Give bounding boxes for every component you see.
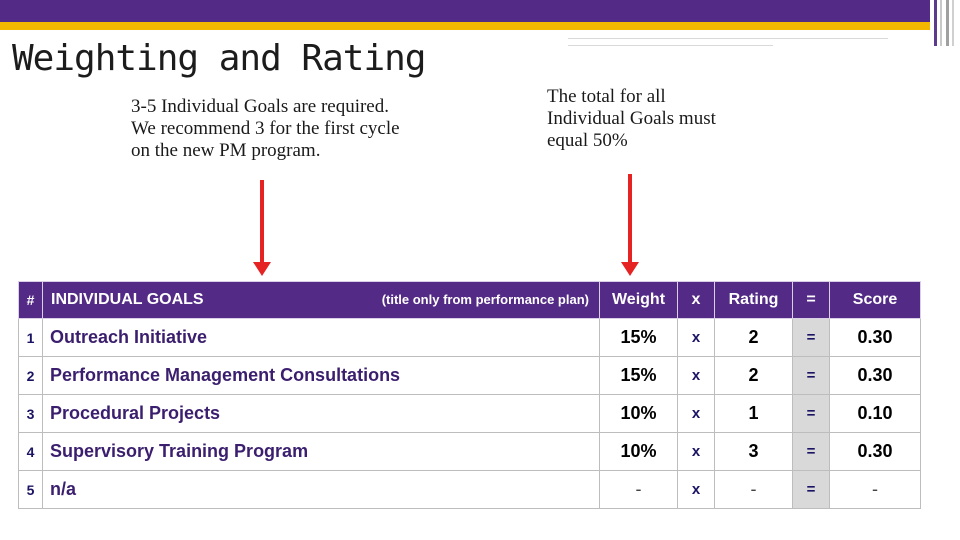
goal-title: Performance Management Consultations [42,356,600,395]
arrow-to-goals-column [260,180,264,264]
goal-rating: - [714,470,793,509]
goal-weight: - [599,470,678,509]
header-score: Score [829,281,921,319]
decorative-rule [568,45,773,46]
header-individual-goals: INDIVIDUAL GOALS (title only from perfor… [42,281,600,319]
goal-rating: 2 [714,318,793,357]
goal-rating: 2 [714,356,793,395]
equals-sign: = [792,432,830,471]
arrow-to-weight-column [628,174,632,264]
header-goals-subtitle: (title only from performance plan) [381,292,589,307]
multiply-sign: x [677,318,715,357]
equals-sign: = [792,318,830,357]
goal-score: 0.30 [829,356,921,395]
goal-score: 0.30 [829,432,921,471]
equals-sign: = [792,470,830,509]
table-row: 1 Outreach Initiative 15% x 2 = 0.30 [18,318,921,357]
equals-sign: = [792,356,830,395]
goal-score: - [829,470,921,509]
individual-goals-table: # INDIVIDUAL GOALS (title only from perf… [18,281,921,509]
table-row: 5 n/a - x - = - [18,470,921,509]
row-number: 3 [18,394,43,433]
header-number: # [18,281,43,319]
header-multiply: x [677,281,715,319]
table-row: 3 Procedural Projects 10% x 1 = 0.10 [18,394,921,433]
row-number: 2 [18,356,43,395]
goal-weight: 15% [599,318,678,357]
header-equals: = [792,281,830,319]
header-stripes-decoration [930,0,960,46]
note-weight-total: The total for all Individual Goals must … [547,86,716,151]
header-purple-bar [0,0,930,22]
row-number: 1 [18,318,43,357]
header-goals-label: INDIVIDUAL GOALS [51,291,204,308]
table-header-row: # INDIVIDUAL GOALS (title only from perf… [18,281,921,319]
goal-rating: 1 [714,394,793,433]
equals-sign: = [792,394,830,433]
multiply-sign: x [677,470,715,509]
goal-score: 0.10 [829,394,921,433]
goal-weight: 10% [599,432,678,471]
goal-weight: 15% [599,356,678,395]
arrow-head-goals [253,262,271,276]
multiply-sign: x [677,394,715,433]
header-rating: Rating [714,281,793,319]
table-row: 2 Performance Management Consultations 1… [18,356,921,395]
arrow-head-weight [621,262,639,276]
goal-weight: 10% [599,394,678,433]
table-row: 4 Supervisory Training Program 10% x 3 =… [18,432,921,471]
row-number: 4 [18,432,43,471]
note-goal-count: 3-5 Individual Goals are required. We re… [131,96,400,161]
multiply-sign: x [677,356,715,395]
goal-title: n/a [42,470,600,509]
slide-title: Weighting and Rating [12,38,426,79]
row-number: 5 [18,470,43,509]
goal-title: Supervisory Training Program [42,432,600,471]
header-gold-bar [0,22,930,30]
goal-rating: 3 [714,432,793,471]
header-weight: Weight [599,281,678,319]
goal-title: Procedural Projects [42,394,600,433]
goal-score: 0.30 [829,318,921,357]
goal-title: Outreach Initiative [42,318,600,357]
decorative-rule [568,38,888,39]
multiply-sign: x [677,432,715,471]
